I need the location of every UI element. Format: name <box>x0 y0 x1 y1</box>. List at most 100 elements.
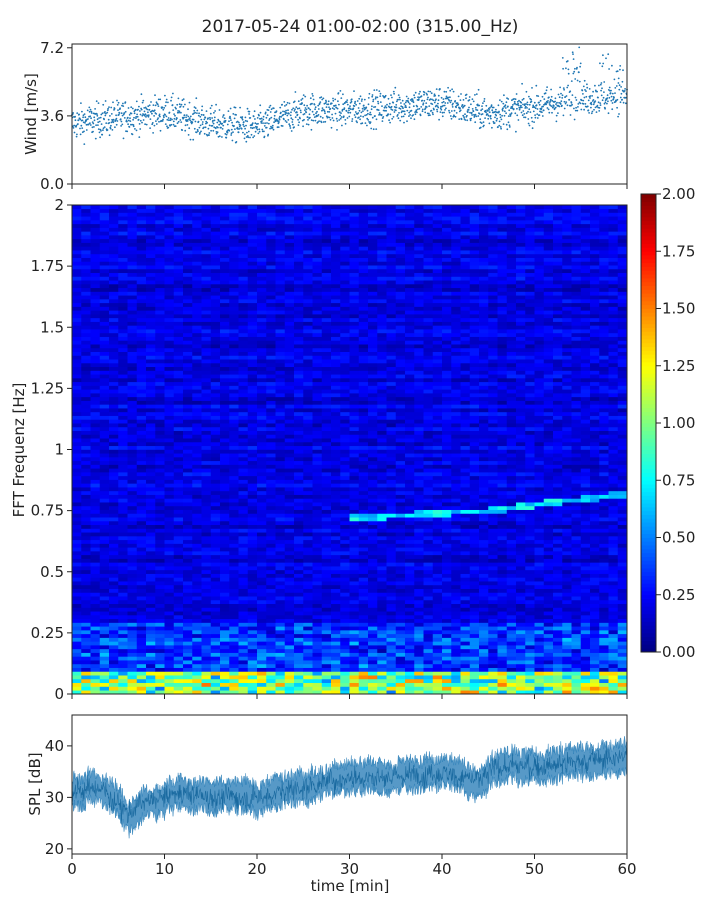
wind-point <box>366 109 369 112</box>
spectrogram-cell <box>414 569 424 574</box>
spectrogram-cell <box>201 573 212 578</box>
wind-point <box>143 114 146 117</box>
spectrogram-cell <box>220 532 230 537</box>
spectrogram-cell <box>414 611 424 616</box>
spectrogram-cell <box>617 539 628 544</box>
wind-point <box>157 98 160 101</box>
spectrogram-cell <box>257 584 267 589</box>
spectrogram-cell <box>469 569 480 574</box>
spectrogram-cell <box>386 517 397 522</box>
spectrogram-cell <box>210 690 221 695</box>
spectrogram-cell <box>451 656 461 661</box>
wind-point <box>153 124 156 127</box>
spectrogram-cell <box>201 520 212 526</box>
spectrogram-cell <box>543 498 554 503</box>
wind-point <box>163 116 165 119</box>
spectrogram-cell <box>469 573 480 578</box>
wind-point <box>415 109 418 112</box>
spectrogram-cell <box>127 543 138 548</box>
wind-point <box>454 100 457 102</box>
wind-point <box>521 114 524 117</box>
wind-point <box>379 101 382 103</box>
spectrogram-cell <box>571 520 582 526</box>
spectrogram-cell <box>469 611 480 616</box>
spectrogram-cell <box>442 633 452 638</box>
spectrogram-cell <box>303 536 313 541</box>
wind-point <box>613 78 616 81</box>
spectrogram-cell <box>358 551 369 556</box>
spectrogram-cell <box>229 596 239 601</box>
spectrogram-cell <box>127 539 138 544</box>
wind-point <box>211 124 214 127</box>
wind-point <box>167 101 169 104</box>
spectrogram-cell <box>146 532 156 537</box>
spectrogram-cell <box>275 630 286 635</box>
spectrogram-cell <box>72 615 82 620</box>
wind-point <box>135 115 138 118</box>
wind-point <box>478 112 481 115</box>
wind-point <box>507 105 509 108</box>
spectrogram-cell <box>590 645 600 650</box>
spectrogram-cell <box>238 524 249 529</box>
spectrogram-cell <box>99 581 110 586</box>
wind-point <box>122 102 124 105</box>
spectrogram-cell <box>155 513 165 518</box>
spectrogram-cell <box>312 509 323 514</box>
wind-point <box>230 134 233 136</box>
spectrogram-cell <box>368 509 378 514</box>
wind-point <box>92 122 95 125</box>
spectrogram-cell <box>488 566 498 571</box>
spectrogram-cell <box>146 660 156 665</box>
wind-point <box>178 110 181 113</box>
spectrogram-cell <box>164 690 175 695</box>
spectrogram-cell <box>164 562 175 567</box>
spectrogram-cell <box>442 622 452 627</box>
wind-point <box>106 109 109 112</box>
wind-point <box>602 54 604 57</box>
wind-point <box>285 109 287 112</box>
spectrogram-cell <box>405 513 415 518</box>
wind-point <box>576 66 578 69</box>
spectrogram-cell <box>451 558 461 563</box>
spectrogram-cell <box>553 528 563 533</box>
wind-point <box>399 108 402 110</box>
spectrogram-cell <box>580 686 591 691</box>
spectrogram-cell <box>201 645 212 650</box>
wind-point <box>94 137 97 140</box>
spectrogram-cell <box>405 566 415 571</box>
wind-point <box>433 108 435 111</box>
wind-point <box>524 107 527 109</box>
spectrogram-cell <box>442 532 452 537</box>
spectrogram-cell <box>192 603 202 608</box>
wind-point <box>449 115 452 117</box>
wind-point <box>212 129 215 132</box>
spectrogram-cell <box>553 637 563 642</box>
spectrogram-cell <box>562 498 572 503</box>
spectrogram-cell <box>442 528 452 533</box>
wind-point <box>121 123 124 126</box>
wind-point <box>322 97 325 100</box>
spectrogram-cell <box>81 584 91 589</box>
spectrogram-cell <box>479 588 489 593</box>
spectrogram-cell <box>164 524 175 529</box>
spectrogram-cell <box>220 505 230 510</box>
spectrogram-cell <box>516 536 526 541</box>
spectrogram-cell <box>173 502 184 507</box>
spectrogram-cell <box>173 588 184 593</box>
spectrogram-cell <box>590 633 600 638</box>
spectrogram-cell <box>571 607 582 612</box>
spectrogram-cell <box>266 569 276 574</box>
spectrogram-cell <box>405 663 415 668</box>
spectrogram-cell <box>72 509 82 514</box>
wind-point <box>535 84 538 87</box>
spectrogram-cell <box>109 569 119 574</box>
spectrogram-cell <box>164 618 175 623</box>
spectrogram-cell <box>432 547 443 552</box>
wind-point <box>505 112 507 115</box>
wind-y-ticks: 0.03.67.2 <box>40 39 72 193</box>
spectrogram-cell <box>340 596 350 601</box>
spectrogram-cell <box>368 592 378 597</box>
spectrogram-cell <box>451 618 461 623</box>
spectrogram-cell <box>275 656 286 661</box>
spectrogram-cell <box>553 645 563 650</box>
